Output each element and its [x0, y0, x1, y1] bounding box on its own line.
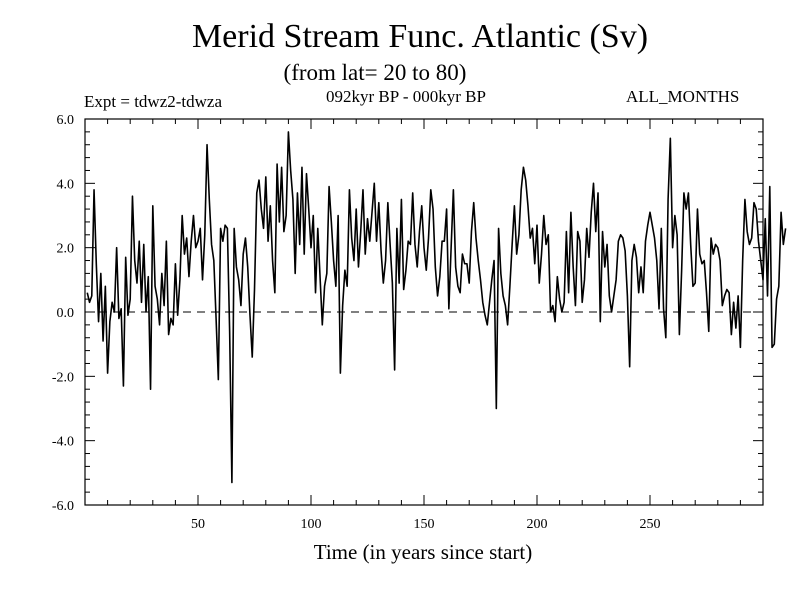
chart-subtitle: (from lat= 20 to 80)	[283, 60, 467, 85]
y-tick-label: 0.0	[57, 306, 75, 321]
x-axis-label: Time (in years since start)	[313, 540, 533, 564]
x-tick-label: 150	[414, 517, 435, 532]
x-tick-label: 100	[301, 517, 322, 532]
y-tick-label: -2.0	[52, 370, 74, 385]
tick-marks	[85, 119, 763, 505]
x-tick-label: 200	[527, 517, 548, 532]
y-tick-label: 6.0	[57, 113, 75, 128]
period-label: 092kyr BP - 000kyr BP	[326, 87, 486, 106]
months-label: ALL_MONTHS	[626, 87, 740, 106]
x-tick-label: 250	[640, 517, 661, 532]
plot-frame	[84, 118, 764, 506]
y-tick-label: 2.0	[57, 242, 75, 257]
y-tick-label: -4.0	[52, 435, 74, 450]
y-tick-label: -6.0	[52, 499, 74, 514]
series-line	[86, 131, 787, 484]
y-tick-label: 4.0	[57, 177, 75, 192]
chart-title: Merid Stream Func. Atlantic (Sv)	[191, 18, 649, 55]
experiment-label: Expt = tdwz2-tdwza	[84, 92, 222, 111]
tick-labels: 50 100 150 200 250 -6.0 -4.0 -2.0 0.0 2.0 4.0 6.0	[52, 113, 661, 532]
x-tick-label: 50	[191, 517, 205, 532]
